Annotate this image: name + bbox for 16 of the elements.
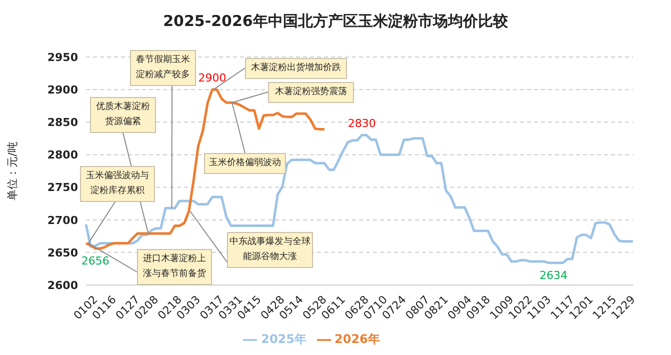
y-tick-label: 2850	[47, 116, 78, 130]
y-tick-label: 2900	[47, 83, 78, 96]
data-label: 2900	[198, 72, 226, 85]
y-tick-label: 2950	[47, 50, 78, 64]
y-tick-label: 2650	[47, 246, 78, 260]
y-tick-label: 2700	[47, 214, 78, 227]
y-axis-title: 单位：元/吨	[6, 142, 19, 200]
data-label: 2656	[81, 254, 110, 268]
y-tick-label: 2600	[47, 278, 78, 292]
legend-label: 2026年	[334, 332, 380, 346]
y-tick-label: 2800	[47, 148, 78, 162]
data-label: 2830	[348, 117, 376, 130]
data-label: 2634	[540, 268, 568, 282]
y-tick-label: 2750	[47, 181, 78, 194]
legend-label: 2025年	[261, 332, 306, 346]
chart-title: 2025-2026年中国北方产区玉米淀粉市场均价比较	[162, 12, 509, 31]
